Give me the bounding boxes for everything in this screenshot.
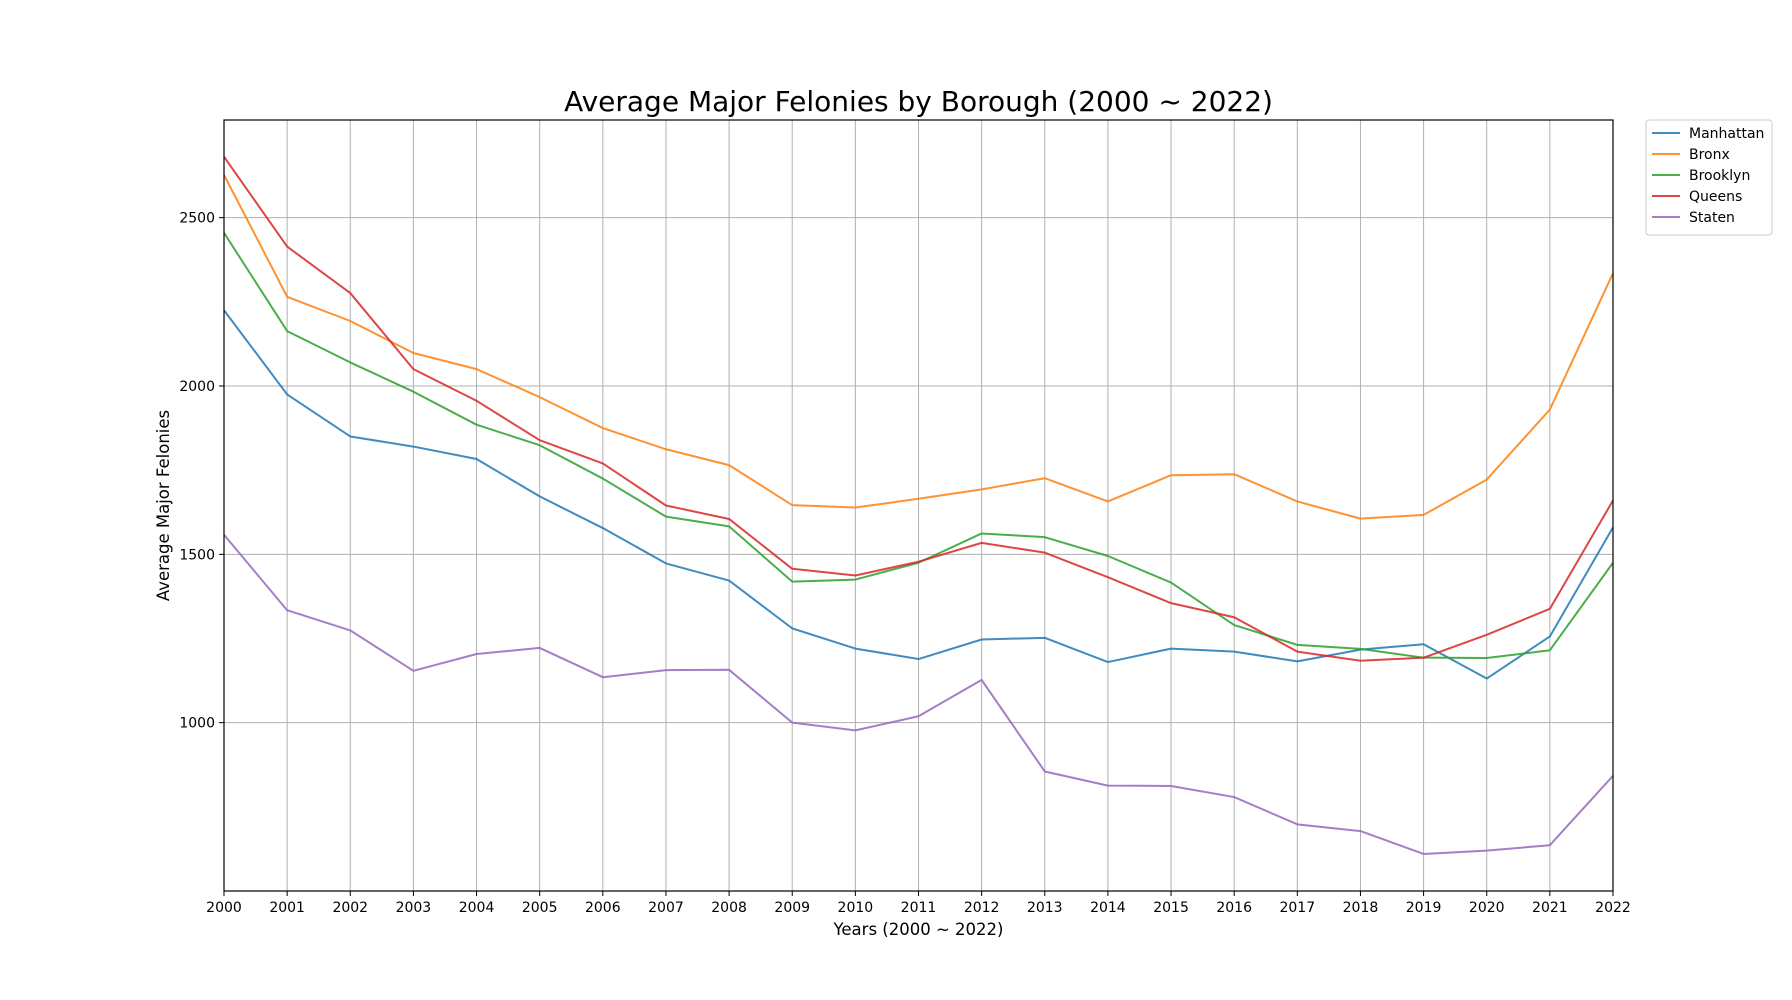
x-tick-label: 2018	[1343, 900, 1379, 916]
x-tick-label: 2019	[1406, 900, 1442, 916]
y-tick-label: 1000	[179, 716, 215, 732]
series-line-manhattan	[223, 309, 1614, 680]
x-tick-label: 2014	[1090, 900, 1126, 916]
y-tick-label: 2000	[179, 379, 215, 395]
y-axis-label: Average Major Felonies	[154, 410, 173, 601]
legend-label-queens: Queens	[1689, 189, 1742, 205]
x-tick-label: 2012	[964, 900, 1000, 916]
chart-title: Average Major Felonies by Borough (2000 …	[564, 85, 1273, 118]
series-line-bronx	[223, 174, 1614, 520]
y-tick-label: 1500	[179, 547, 215, 563]
x-axis-label: Years (2000 ~ 2022)	[833, 920, 1004, 939]
legend: Manhattan Bronx Brooklyn Queens Staten	[1645, 119, 1773, 236]
x-tick-label: 2007	[648, 900, 684, 916]
x-tick-label: 2008	[711, 900, 747, 916]
legend-label-staten: Staten	[1689, 210, 1735, 226]
legend-label-bronx: Bronx	[1689, 147, 1730, 163]
x-tick-label: 2001	[269, 900, 305, 916]
series-line-queens	[223, 156, 1614, 662]
x-tick-label: 2002	[332, 900, 368, 916]
x-tick-label: 2022	[1595, 900, 1631, 916]
x-tick-label: 2015	[1153, 900, 1189, 916]
x-tick-label: 2021	[1532, 900, 1568, 916]
y-tick-label: 2500	[179, 211, 215, 227]
x-tick-label: 2013	[1027, 900, 1063, 916]
x-tick-label: 2005	[522, 900, 558, 916]
x-tick-label: 2003	[396, 900, 432, 916]
x-tick-label: 2004	[459, 900, 495, 916]
x-tick-label: 2016	[1216, 900, 1252, 916]
y-axis-ticks: 1000 1500 2000 2500	[179, 211, 224, 732]
x-tick-label: 2010	[838, 900, 874, 916]
legend-label-brooklyn: Brooklyn	[1689, 168, 1750, 184]
x-axis-ticks: 2000 2001 2002 2003 2004 2005 2006 2007 2008 2009…	[206, 891, 1631, 916]
grid	[223, 120, 1614, 891]
x-tick-label: 2020	[1469, 900, 1505, 916]
x-tick-label: 2000	[206, 900, 242, 916]
series-lines	[223, 156, 1614, 855]
x-tick-label: 2009	[774, 900, 810, 916]
x-tick-label: 2017	[1279, 900, 1315, 916]
x-tick-label: 2011	[901, 900, 937, 916]
legend-label-manhattan: Manhattan	[1689, 126, 1764, 142]
legend-box	[1645, 119, 1773, 236]
x-tick-label: 2006	[585, 900, 621, 916]
series-line-staten	[223, 534, 1614, 855]
